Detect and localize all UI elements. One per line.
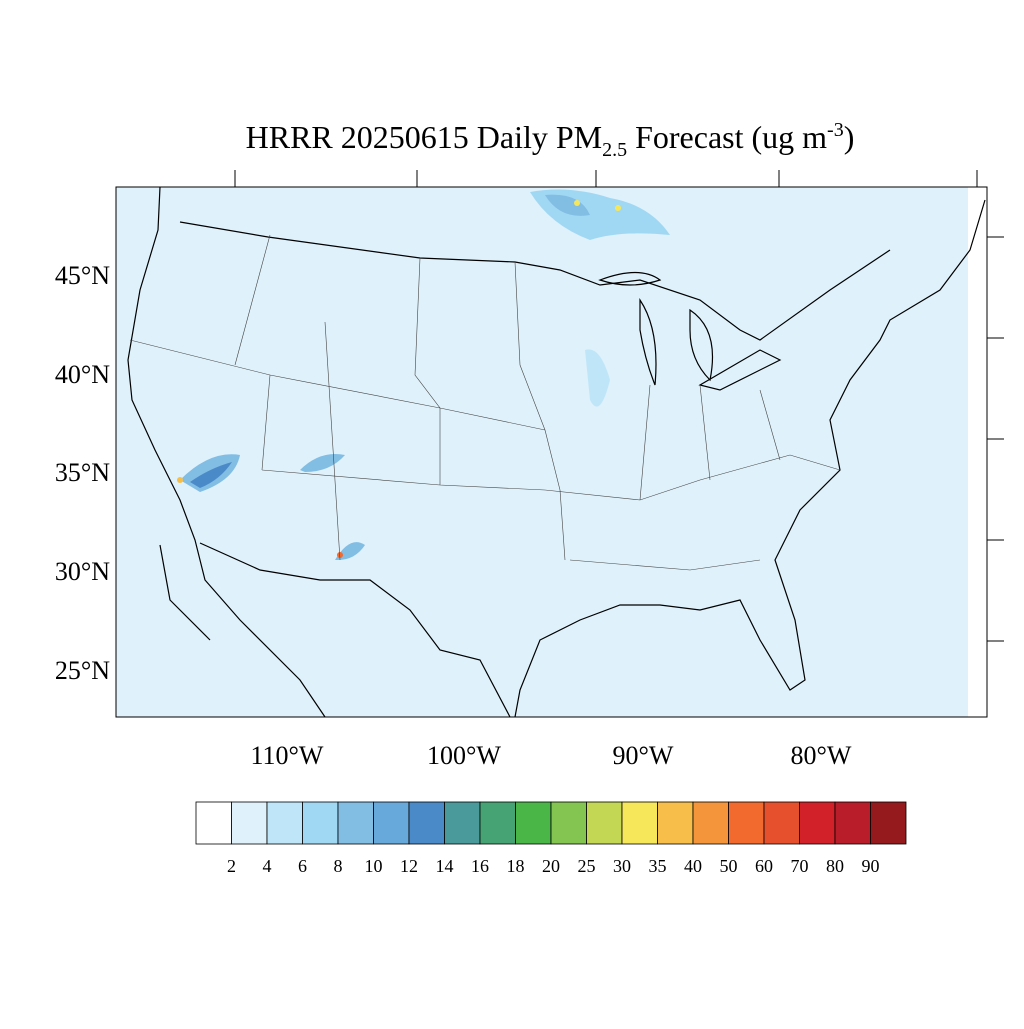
title-sub: 2.5 (602, 139, 627, 161)
fire-hotspot (337, 552, 343, 558)
latitude-label: 30°N (55, 557, 110, 586)
axis-labels: 45°N 40°N 35°N 30°N 25°N 110°W 100°W 90°W 80°W (55, 261, 852, 770)
smoke-plume (585, 349, 610, 407)
map-frame (115, 170, 1004, 718)
colorbar-box (657, 801, 694, 845)
colorbar-label: 14 (436, 856, 454, 876)
smoke-plume (190, 462, 232, 488)
colorbar-box (515, 801, 552, 845)
map-border (115, 186, 988, 718)
coastline (127, 186, 986, 718)
colorbar-label: 90 (862, 856, 880, 876)
colorbar-box (479, 801, 516, 845)
colorbar-box (728, 801, 765, 845)
latitude-label: 25°N (55, 656, 110, 685)
colorbar-box (231, 801, 268, 845)
forecast-field (116, 187, 968, 717)
colorbar-label: 18 (507, 856, 525, 876)
colorbar-box (834, 801, 871, 845)
colorbar-box (692, 801, 729, 845)
colorbar-label: 40 (684, 856, 702, 876)
colorbar-label: 60 (755, 856, 773, 876)
title-main: HRRR 20250615 Daily PM (246, 119, 602, 155)
great-lakes (598, 271, 782, 391)
colorbar-box (444, 801, 481, 845)
latitude-label: 45°N (55, 261, 110, 290)
colorbar-box (302, 801, 339, 845)
latitude-label: 35°N (55, 458, 110, 487)
longitude-label: 110°W (251, 741, 324, 770)
colorbar-box (870, 801, 907, 845)
colorbar-label: 50 (720, 856, 738, 876)
colorbar-label: 12 (400, 856, 418, 876)
colorbar-label: 80 (826, 856, 844, 876)
colorbar-box (337, 801, 374, 845)
fire-hotspot (177, 477, 183, 483)
colorbar-box (763, 801, 800, 845)
smoke-plume (545, 194, 590, 216)
colorbar-label: 25 (578, 856, 596, 876)
colorbar-label: 16 (471, 856, 489, 876)
colorbar-box (266, 801, 303, 845)
colorbar-box (195, 801, 232, 845)
title-rest: Forecast (ug m (635, 119, 827, 155)
colorbar-label: 2 (227, 856, 236, 876)
graticule-ticks (234, 170, 1004, 642)
colorbar-box (373, 801, 410, 845)
colorbar-label: 10 (365, 856, 383, 876)
colorbar-box (550, 801, 587, 845)
colorbar-label: 20 (542, 856, 560, 876)
colorbar-box (408, 801, 445, 845)
colorbar-box (621, 801, 658, 845)
colorbar-label: 8 (334, 856, 343, 876)
fire-hotspot (615, 205, 621, 211)
longitude-label: 80°W (791, 741, 852, 770)
map-title: HRRR 20250615 Daily PM2.5 Forecast (ug m-… (246, 119, 855, 161)
title-sup: -3 (827, 119, 844, 141)
colorbar-label: 6 (298, 856, 307, 876)
latitude-label: 40°N (55, 360, 110, 389)
colorbar-label: 4 (263, 856, 272, 876)
colorbar-label: 70 (791, 856, 809, 876)
longitude-label: 100°W (427, 741, 501, 770)
longitude-label: 90°W (613, 741, 674, 770)
state-borders (129, 234, 841, 571)
title-end: ) (844, 119, 855, 155)
colorbar-label: 35 (649, 856, 667, 876)
colorbar-box (799, 801, 836, 845)
colorbar-label: 30 (613, 856, 631, 876)
colorbar: 2 4 6 8 10 12 14 16 18 20 25 30 35 40 50 60 70 80 90 (195, 801, 907, 876)
colorbar-box (586, 801, 623, 845)
fire-hotspot (574, 200, 580, 206)
